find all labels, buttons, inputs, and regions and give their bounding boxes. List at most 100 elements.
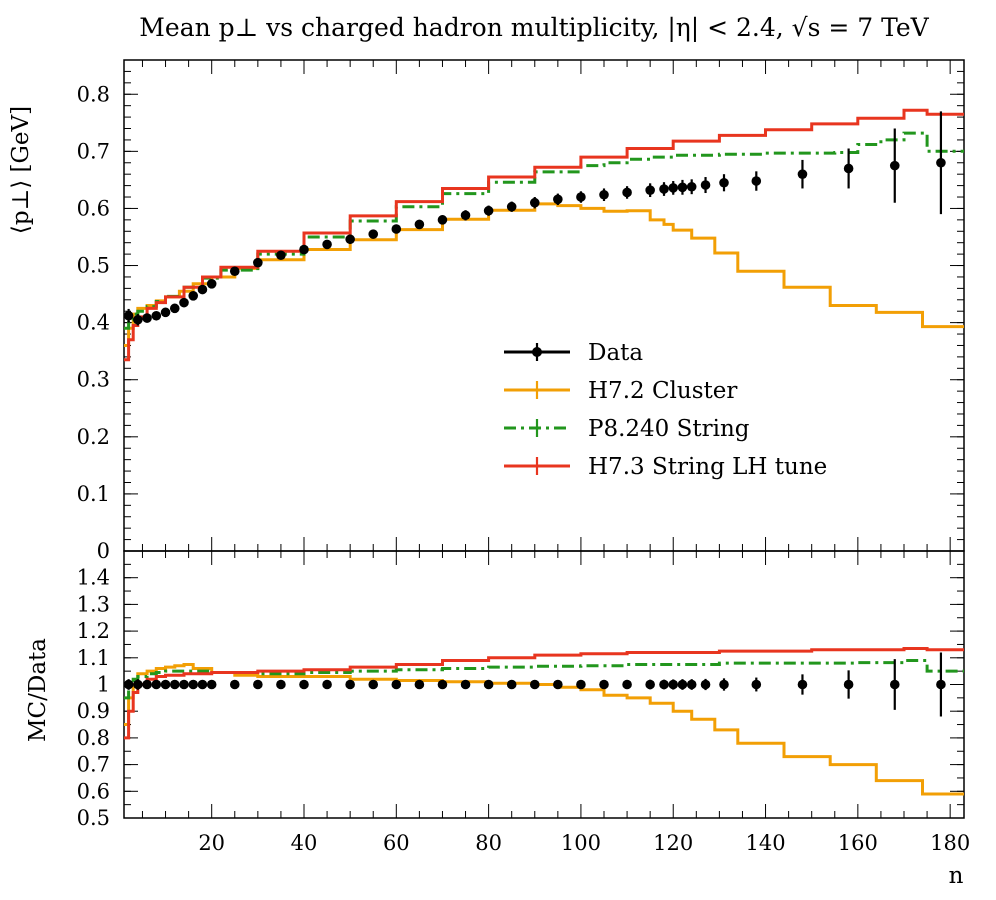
legend-label: Data	[588, 340, 643, 366]
main-y-tick-label: 0.5	[77, 254, 110, 278]
data-point	[797, 169, 808, 179]
data-point	[700, 180, 711, 190]
data-point	[299, 244, 309, 255]
main-y-tick-label: 0.1	[77, 482, 110, 506]
data-point	[553, 194, 563, 205]
chart-title: Mean p⊥ vs charged hadron multiplicity, …	[139, 13, 929, 43]
data-point	[169, 679, 180, 690]
data-point	[188, 679, 199, 690]
data-point	[169, 303, 180, 314]
x-tick-label: 180	[930, 831, 970, 855]
data-point	[345, 234, 355, 245]
data-point	[622, 679, 632, 690]
data-point	[322, 679, 332, 690]
data-point	[483, 205, 494, 216]
data-point	[719, 177, 729, 188]
data-point	[197, 284, 208, 295]
data-point	[229, 679, 240, 690]
x-tick-label: 100	[561, 831, 601, 855]
h7-2-cluster-line	[124, 202, 964, 347]
legend-item-data: Data	[504, 340, 643, 366]
ratio-y-tick-label: 1.4	[77, 566, 110, 590]
data-point	[299, 679, 309, 690]
data-point	[506, 201, 517, 212]
data-point	[276, 250, 286, 261]
x-tick-label: 40	[291, 831, 318, 855]
data-point	[437, 679, 448, 690]
data-point	[188, 290, 199, 301]
data-point	[151, 310, 162, 321]
ratio-y-tick-label: 1.2	[77, 619, 110, 643]
x-tick-label: 120	[653, 831, 693, 855]
data-point	[229, 266, 240, 277]
data-point	[206, 279, 217, 289]
ratio-y-tick-label: 1.3	[77, 592, 110, 616]
main-y-tick-label: 0.6	[77, 196, 110, 220]
legend: Data H7.2 Cluster P8.240 String H7.3 String…	[504, 340, 827, 480]
ratio-y-tick-label: 0.6	[77, 779, 110, 803]
main-y-tick-label: 0	[97, 539, 110, 563]
data-point	[460, 210, 471, 221]
data-point	[889, 160, 900, 171]
data-point	[133, 679, 143, 690]
main-y-tick-label: 0.7	[77, 139, 110, 163]
data-point	[506, 679, 517, 690]
data-point	[322, 239, 332, 250]
data-point	[414, 679, 425, 690]
data-point	[179, 297, 189, 308]
data-point	[437, 215, 448, 225]
data-point	[142, 313, 152, 323]
p8-240-string-line	[124, 131, 964, 330]
data-point	[391, 224, 402, 234]
ratio-series-layer	[123, 647, 964, 796]
data-point	[659, 679, 669, 690]
ratio-y-axis-label: MC/Data	[25, 638, 51, 742]
legend-label: P8.240 String	[588, 416, 750, 442]
data-point	[391, 679, 402, 690]
data-point	[677, 182, 688, 193]
main-y-tick-label: 0.4	[77, 311, 110, 335]
legend-swatch-marker	[532, 347, 542, 357]
x-tick-label: 20	[198, 831, 225, 855]
data-point	[276, 679, 286, 690]
data-point	[142, 679, 152, 690]
data-point	[368, 679, 379, 690]
main-y-tick-label: 0.8	[77, 82, 110, 106]
data-point	[668, 679, 679, 690]
data-point	[719, 679, 729, 690]
legend-label: H7.3 String LH tune	[588, 454, 827, 480]
data-point	[133, 314, 143, 325]
legend-item-p8-240-string: P8.240 String	[504, 416, 750, 442]
data-point	[368, 229, 379, 239]
data-point	[645, 185, 655, 195]
ratio-y-tick-label: 1.1	[77, 646, 110, 670]
legend-item-h7-2-cluster: H7.2 Cluster	[504, 378, 737, 404]
data-point	[123, 679, 134, 690]
data-point	[797, 679, 808, 690]
main-series-layer	[123, 108, 964, 362]
data-point	[843, 679, 854, 690]
data-point	[936, 157, 946, 168]
x-tick-label: 80	[475, 831, 502, 855]
data-point	[622, 187, 632, 198]
data-point	[751, 176, 762, 186]
data-point	[576, 192, 586, 202]
x-axis-label: n	[949, 863, 964, 889]
data-point	[206, 679, 217, 690]
data-point	[123, 310, 134, 321]
data-point	[345, 679, 355, 690]
data-point	[483, 679, 494, 690]
data-point	[700, 679, 711, 690]
data-point	[889, 679, 900, 690]
data-point	[659, 184, 669, 194]
x-tick-label: 60	[383, 831, 410, 855]
data-point	[686, 181, 697, 192]
main-y-tick-label: 0.2	[77, 425, 110, 449]
data-point	[553, 679, 563, 690]
data-point	[460, 679, 471, 690]
main-axes: 0 0.1 0.2 0.3 0.4 0.5 0.6 0.7 0.8	[77, 59, 964, 563]
h7-2-cluster-line	[124, 663, 964, 796]
data-point	[751, 679, 762, 690]
data-point	[529, 197, 540, 208]
ratio-axes: 0.5 0.60.7 0.8 0.91 1.1 1.2 1.31.4 20 40 60 80 100 1…	[77, 550, 970, 855]
